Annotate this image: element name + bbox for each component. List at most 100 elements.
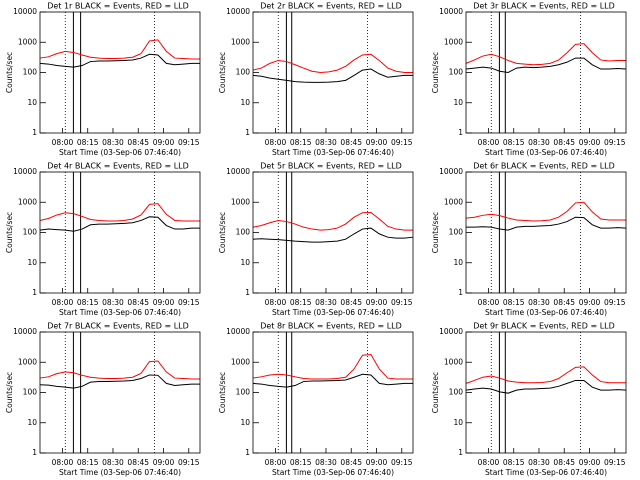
plot-frame	[465, 331, 627, 454]
x-tick-label: 08:15	[290, 458, 312, 467]
x-tick-label: 08:00	[52, 298, 74, 307]
y-tick-label: 10	[27, 98, 37, 107]
series-line	[252, 354, 413, 380]
chart-title: Det 1r BLACK = Events, RED = LLD	[47, 2, 189, 11]
x-tick-label: 09:15	[391, 298, 413, 307]
series-line	[465, 201, 626, 222]
series-line	[252, 211, 413, 231]
x-tick-label: 08:30	[102, 138, 124, 147]
y-tick-label: 100	[236, 228, 251, 237]
x-axis-label: Start Time (03-Sep-06 07:46:40)	[59, 468, 181, 477]
chart-title: Det 3r BLACK = Events, RED = LLD	[473, 2, 615, 11]
x-tick-label: 09:15	[391, 138, 413, 147]
y-tick-label: 100	[236, 388, 251, 397]
x-tick-label: 09:00	[153, 298, 175, 307]
y-tick-label: 100	[23, 228, 38, 237]
x-tick-label: 09:00	[366, 458, 388, 467]
series-line	[465, 366, 626, 384]
x-tick-label: 08:30	[528, 298, 550, 307]
x-axis-label: Start Time (03-Sep-06 07:46:40)	[59, 308, 181, 317]
plot-frame	[39, 331, 201, 454]
x-tick-label: 08:30	[528, 138, 550, 147]
y-tick-label: 1000	[231, 357, 250, 366]
x-axis-label: Start Time (03-Sep-06 07:46:40)	[485, 308, 607, 317]
series-line	[465, 57, 627, 74]
x-tick-label: 08:30	[528, 458, 550, 467]
chart-title: Det 5r BLACK = Events, RED = LLD	[260, 162, 402, 171]
plot-frame	[252, 171, 414, 294]
y-tick-label: 10000	[226, 167, 250, 176]
x-axis-label: Start Time (03-Sep-06 07:46:40)	[272, 468, 394, 477]
x-tick-label: 08:30	[315, 298, 337, 307]
x-tick-label: 08:15	[77, 298, 99, 307]
y-tick-label: 10	[240, 258, 250, 267]
y-axis-label: Counts/sec	[5, 372, 14, 413]
x-tick-label: 08:15	[77, 138, 99, 147]
x-tick-label: 08:45	[340, 298, 362, 307]
x-tick-label: 09:00	[366, 138, 388, 147]
y-tick-label: 10	[240, 418, 250, 427]
x-tick-label: 08:15	[77, 458, 99, 467]
panel: Det 8r BLACK = Events, RED = LLD Start Ti…	[218, 322, 414, 477]
y-axis-label: Counts/sec	[431, 212, 440, 253]
series-line	[465, 43, 626, 66]
y-axis-label: Counts/sec	[5, 212, 14, 253]
x-tick-label: 08:45	[340, 138, 362, 147]
y-axis-label: Counts/sec	[218, 212, 227, 253]
x-tick-label: 08:00	[478, 138, 500, 147]
y-tick-label: 1000	[444, 197, 463, 206]
x-tick-label: 08:00	[478, 458, 500, 467]
x-axis-label: Start Time (03-Sep-06 07:46:40)	[272, 148, 394, 157]
y-tick-label: 10	[453, 418, 463, 427]
y-tick-label: 10000	[439, 327, 463, 336]
series-line	[39, 53, 200, 68]
x-tick-label: 08:15	[503, 298, 525, 307]
y-tick-label: 1000	[444, 37, 463, 46]
y-tick-label: 100	[23, 68, 38, 77]
plot-frame	[465, 171, 627, 294]
x-tick-label: 09:00	[366, 298, 388, 307]
y-tick-label: 1	[245, 448, 250, 457]
x-tick-label: 09:00	[579, 298, 601, 307]
plot-frame	[252, 331, 414, 454]
y-tick-label: 10000	[13, 7, 37, 16]
x-tick-label: 08:30	[315, 138, 337, 147]
x-tick-label: 09:15	[178, 298, 200, 307]
x-axis-label: Start Time (03-Sep-06 07:46:40)	[59, 148, 181, 157]
x-tick-label: 08:15	[290, 138, 312, 147]
x-tick-label: 08:45	[127, 458, 149, 467]
series-line	[252, 68, 413, 83]
y-tick-label: 10000	[226, 327, 250, 336]
chart-title: Det 2r BLACK = Events, RED = LLD	[260, 2, 402, 11]
x-axis-label: Start Time (03-Sep-06 07:46:40)	[485, 468, 607, 477]
x-tick-label: 08:45	[553, 138, 575, 147]
y-tick-label: 10000	[439, 7, 463, 16]
panel: Det 1r BLACK = Events, RED = LLD Start Ti…	[5, 2, 201, 157]
y-tick-label: 1	[32, 128, 37, 137]
series-line	[39, 203, 200, 222]
chart-title: Det 4r BLACK = Events, RED = LLD	[47, 162, 189, 171]
panel: Det 7r BLACK = Events, RED = LLD Start Ti…	[5, 322, 201, 477]
y-tick-label: 10000	[439, 167, 463, 176]
y-tick-label: 1000	[18, 357, 37, 366]
x-tick-label: 08:15	[503, 458, 525, 467]
x-tick-label: 09:00	[579, 138, 601, 147]
chart-title: Det 7r BLACK = Events, RED = LLD	[47, 322, 189, 331]
chart-title: Det 9r BLACK = Events, RED = LLD	[473, 322, 615, 331]
x-tick-label: 08:30	[102, 298, 124, 307]
y-tick-label: 1000	[18, 37, 37, 46]
panel: Det 6r BLACK = Events, RED = LLD Start Ti…	[431, 162, 627, 317]
y-tick-label: 1000	[231, 197, 250, 206]
x-tick-label: 08:15	[290, 298, 312, 307]
series-line	[465, 379, 627, 394]
y-tick-label: 10000	[226, 7, 250, 16]
y-tick-label: 10000	[13, 167, 37, 176]
x-tick-label: 08:45	[340, 458, 362, 467]
y-axis-label: Counts/sec	[218, 52, 227, 93]
x-tick-label: 08:00	[265, 298, 287, 307]
x-axis-label: Start Time (03-Sep-06 07:46:40)	[485, 148, 607, 157]
y-tick-label: 1	[32, 448, 37, 457]
series-line	[39, 360, 200, 380]
x-tick-label: 08:00	[52, 138, 74, 147]
